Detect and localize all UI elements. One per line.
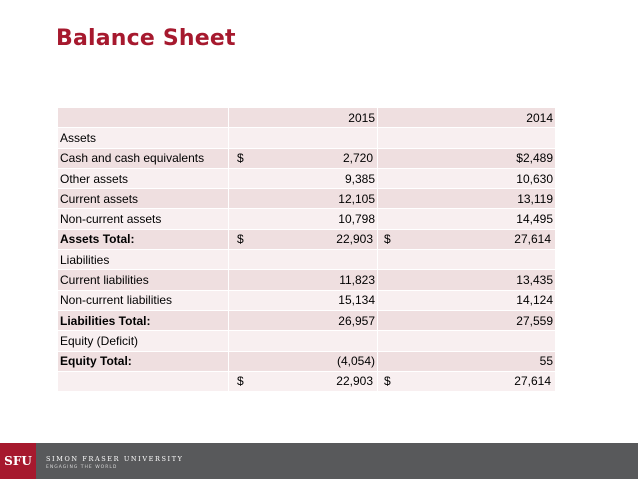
row-label: Equity (Deficit): [57, 330, 229, 352]
balance-sheet-table: 2015 2014 Assets Cash and cash equivalen…: [57, 106, 556, 393]
table-row: Assets Total: $ 22,903 $ 27,614: [57, 228, 556, 251]
row-label: Assets Total:: [57, 228, 229, 251]
row-label: Non-current assets: [57, 208, 229, 230]
cell-2015: [228, 249, 378, 271]
table-row: Non-current liabilities 15,134 14,124: [57, 289, 556, 311]
cell-2014: 10,630: [377, 167, 556, 190]
cell-2014: 14,495: [377, 208, 556, 230]
cell-amount: 2,720: [342, 150, 373, 165]
university-name: SIMON FRASER UNIVERSITY: [46, 455, 184, 463]
cell-2014: [377, 249, 556, 271]
row-label: Other assets: [57, 167, 229, 190]
table-row: Liabilities: [57, 249, 556, 271]
cell-2014: $2,489: [377, 147, 556, 169]
cell-2014: 27,559: [377, 309, 556, 332]
currency-symbol: $: [237, 231, 244, 246]
table-row: Current liabilities 11,823 13,435: [57, 269, 556, 291]
row-label: Liabilities Total:: [57, 309, 229, 332]
cell-2015: $ 22,903: [228, 370, 378, 393]
row-label: [57, 370, 229, 393]
currency-symbol: $: [237, 150, 244, 165]
sfu-logo: SFU: [0, 443, 36, 479]
table-row: Other assets 9,385 10,630: [57, 167, 556, 190]
cell-2014: $ 27,614: [377, 370, 556, 393]
currency-symbol: $: [384, 231, 391, 246]
university-tagline: ENGAGING THE WORLD: [46, 465, 118, 470]
cell-2014: 14,124: [377, 289, 556, 311]
currency-symbol: $: [237, 373, 244, 388]
cell-2014: 13,119: [377, 188, 556, 210]
table-row: Equity Total: (4,054) 55: [57, 350, 556, 372]
table-row: Non-current assets 10,798 14,495: [57, 208, 556, 230]
cell-2014: $ 27,614: [377, 228, 556, 251]
currency-symbol: $: [384, 373, 391, 388]
cell-2014: 55: [377, 350, 556, 372]
header-cell-2015: 2015: [228, 106, 378, 129]
cell-2015: (4,054): [228, 350, 378, 372]
cell-amount: 27,614: [514, 373, 551, 388]
cell-2014: [377, 127, 556, 149]
row-label: Liabilities: [57, 249, 229, 271]
table-row: Cash and cash equivalents $ 2,720 $2,489: [57, 147, 556, 169]
cell-2015: [228, 330, 378, 352]
table-row: Liabilities Total: 26,957 27,559: [57, 309, 556, 332]
cell-2015: 10,798: [228, 208, 378, 230]
row-label: Cash and cash equivalents: [57, 147, 229, 169]
header-cell-label: [57, 106, 229, 129]
table-row: $ 22,903 $ 27,614: [57, 370, 556, 393]
row-label: Current liabilities: [57, 269, 229, 291]
table-header-row: 2015 2014: [57, 106, 556, 129]
page-title: Balance Sheet: [56, 26, 236, 51]
table-row: Assets: [57, 127, 556, 149]
cell-2015: 15,134: [228, 289, 378, 311]
cell-2014: [377, 330, 556, 352]
header-cell-2014: 2014: [377, 106, 556, 129]
cell-2015: $ 2,720: [228, 147, 378, 169]
cell-2014: 13,435: [377, 269, 556, 291]
cell-amount: 27,614: [514, 231, 551, 246]
cell-2015: 11,823: [228, 269, 378, 291]
table-row: Current assets 12,105 13,119: [57, 188, 556, 210]
cell-amount: 22,903: [336, 373, 373, 388]
cell-2015: $ 22,903: [228, 228, 378, 251]
table-row: Equity (Deficit): [57, 330, 556, 352]
footer-bar: SFU SIMON FRASER UNIVERSITY ENGAGING THE…: [0, 443, 638, 479]
cell-2015: [228, 127, 378, 149]
cell-amount: 22,903: [336, 231, 373, 246]
row-label: Assets: [57, 127, 229, 149]
row-label: Current assets: [57, 188, 229, 210]
row-label: Equity Total:: [57, 350, 229, 372]
cell-2015: 26,957: [228, 309, 378, 332]
cell-2015: 12,105: [228, 188, 378, 210]
cell-2015: 9,385: [228, 167, 378, 190]
row-label: Non-current liabilities: [57, 289, 229, 311]
